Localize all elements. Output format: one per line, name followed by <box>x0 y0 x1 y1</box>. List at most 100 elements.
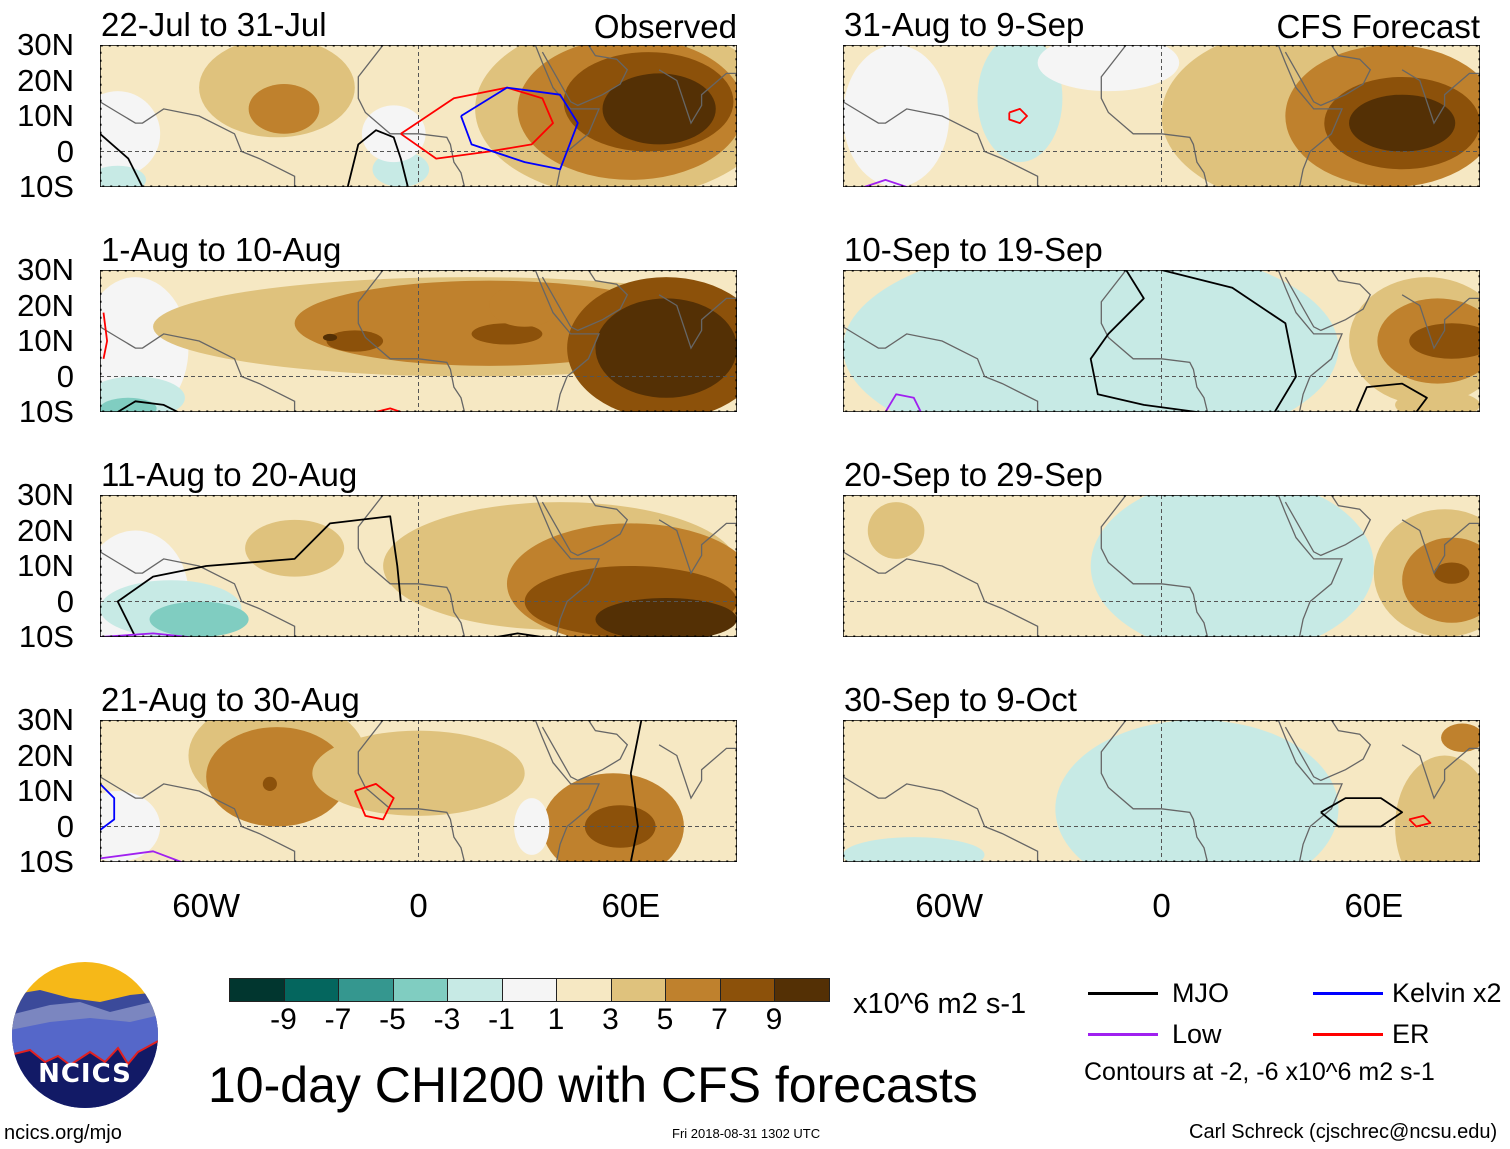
anomaly-fill <box>100 91 161 177</box>
lat-label: 20N <box>17 287 74 323</box>
wave-contour <box>346 129 409 187</box>
coastline <box>100 551 296 637</box>
panel-title: 21-Aug to 30-Aug <box>101 681 360 718</box>
lat-label: 20N <box>17 512 74 548</box>
anomaly-fill <box>602 73 716 145</box>
anomaly-fill <box>245 519 345 577</box>
lon-label: 60E <box>601 887 661 924</box>
wave-contour <box>400 86 554 160</box>
main-title: 10-day CHI200 with CFS forecasts <box>208 1057 978 1113</box>
anomaly-fill <box>248 84 320 134</box>
coastline <box>1277 270 1343 412</box>
wave-contour <box>1089 270 1198 412</box>
panel-tag: Observed <box>593 8 737 45</box>
wave-contour <box>100 850 182 862</box>
lon-label: 0 <box>1152 887 1171 924</box>
coastline <box>1100 45 1209 187</box>
lat-label: 0 <box>56 583 74 619</box>
coastline <box>534 495 600 637</box>
colorbar-swatch <box>557 979 612 1001</box>
lat-label: 10S <box>18 169 74 204</box>
credit: Carl Schreck (cjschrec@ncsu.edu) <box>1189 1121 1498 1143</box>
er-legend-line <box>1313 1033 1383 1036</box>
anomaly-fill <box>471 323 543 345</box>
wave-contour <box>353 783 395 821</box>
wave-contour <box>863 178 907 187</box>
map-panel <box>100 720 737 862</box>
map-panel <box>843 495 1480 637</box>
colorbar-tick-label: 5 <box>656 1003 674 1036</box>
anomaly-fill <box>322 333 338 341</box>
colorbar-tick-label: -9 <box>270 1003 297 1036</box>
mjo-legend-line <box>1088 992 1158 995</box>
lat-label: 30N <box>17 252 74 287</box>
anomaly-fill <box>1409 323 1480 359</box>
anomaly-fill <box>514 798 550 855</box>
anomaly-fill <box>1090 495 1374 637</box>
coastline <box>541 270 629 332</box>
anomaly-fill <box>206 727 348 827</box>
coastline <box>843 326 1039 412</box>
map-panel <box>843 270 1480 412</box>
wave-contour <box>375 407 402 412</box>
panel-title: 31-Aug to 9-Sep <box>844 6 1085 43</box>
coastline <box>1100 270 1209 412</box>
coastline <box>357 270 466 412</box>
colorbar-swatch <box>339 979 394 1001</box>
wave-contour <box>1355 382 1428 412</box>
colorbar-swatch <box>393 979 448 1001</box>
panel-title: 22-Jul to 31-Jul <box>101 6 327 43</box>
wave-contour <box>629 720 643 862</box>
legend-label-low: Low <box>1172 1019 1222 1049</box>
coastline <box>1401 69 1480 125</box>
anomaly-fill <box>1395 755 1480 862</box>
anomaly-fill <box>867 502 925 559</box>
coastline <box>1100 495 1209 637</box>
lat-label: 20N <box>17 737 74 773</box>
legend-label-mjo: MJO <box>1172 978 1229 1008</box>
logo-text: NCICS <box>38 1059 132 1089</box>
panel-tag: CFS Forecast <box>1276 8 1480 45</box>
anomaly-fill <box>1441 723 1480 752</box>
map-panel <box>100 45 737 187</box>
legend-label-kelvin: Kelvin x2 <box>1392 978 1502 1008</box>
coastline <box>1284 495 1372 557</box>
coastline <box>100 776 296 862</box>
coastline <box>1401 519 1480 575</box>
anomaly-fill <box>595 597 737 637</box>
coastline <box>100 326 296 412</box>
lat-label: 0 <box>56 358 74 394</box>
colorbar-swatch <box>775 979 829 1001</box>
coastline <box>1277 495 1343 637</box>
wave-contour <box>1008 108 1028 124</box>
coastline <box>357 495 466 637</box>
anomaly-fill <box>149 601 249 637</box>
lat-label: 10S <box>18 394 74 429</box>
colorbar-swatch <box>720 979 775 1001</box>
panel-title: 30-Sep to 9-Oct <box>844 681 1077 718</box>
coastline <box>658 744 737 800</box>
lon-label: 60W <box>172 887 241 924</box>
coastline <box>1100 720 1209 862</box>
wave-contour <box>117 400 179 412</box>
colorbar-tick-label: -7 <box>324 1003 352 1036</box>
colorbar-tick-label: 3 <box>602 1003 619 1036</box>
anomaly-fill <box>843 270 1339 412</box>
lat-label: 30N <box>17 477 74 512</box>
anomaly-fill <box>1349 94 1456 152</box>
anomaly-fill <box>489 284 561 327</box>
coastline <box>1284 720 1372 782</box>
wave-contour <box>100 783 116 831</box>
map-panel <box>843 720 1480 862</box>
coastline <box>534 720 600 862</box>
legend-label-er: ER <box>1392 1019 1430 1049</box>
map-panel <box>843 45 1480 187</box>
panel-title: 20-Sep to 29-Sep <box>844 456 1103 493</box>
anomaly-fill <box>1395 390 1480 412</box>
colorbar-swatch <box>284 979 339 1001</box>
anomaly-fill <box>326 330 384 352</box>
low-legend-line <box>1088 1033 1158 1036</box>
lat-label: 10N <box>17 548 74 583</box>
wave-contour <box>100 133 144 187</box>
panel-title: 1-Aug to 10-Aug <box>101 231 342 268</box>
